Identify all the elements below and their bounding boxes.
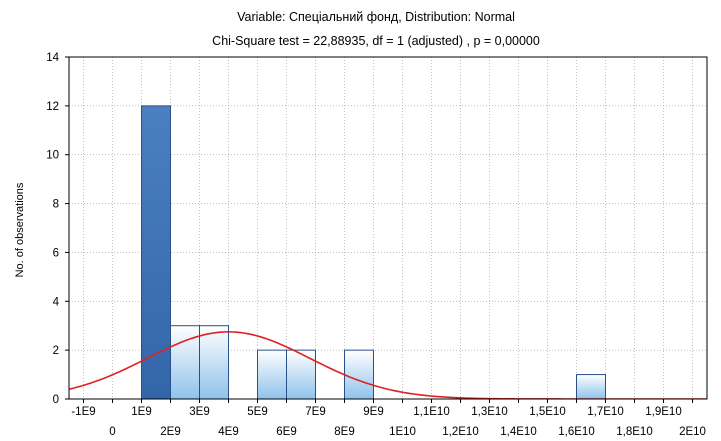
- x-tick-label: 2E9: [160, 426, 180, 438]
- chart-subtitle: Chi-Square test = 22,88935, df = 1 (adju…: [212, 34, 540, 48]
- histogram-bar: [141, 105, 171, 400]
- x-tick-label: 1,8E10: [616, 426, 652, 438]
- histogram-bar: [257, 349, 287, 400]
- x-tick-label: 6E9: [276, 426, 296, 438]
- y-tick-label: 12: [46, 101, 59, 113]
- x-tick-label: 1,3E10: [471, 406, 507, 418]
- normal-curve-layer: [69, 331, 707, 399]
- y-tick-label: 8: [53, 199, 59, 211]
- x-axis: -1E9 0 1E9 2E9 3E9 4E9 5E9 6E9 7E9 8E9 9E9 1E10 1,1E…: [71, 399, 706, 438]
- histogram-bar: [344, 349, 374, 400]
- x-tick-label: 1,2E10: [442, 426, 478, 438]
- x-tick-label: 1,6E10: [558, 426, 594, 438]
- y-tick-label: 10: [46, 150, 59, 162]
- histogram-bar: [576, 374, 606, 400]
- x-tick-label: 8E9: [334, 426, 354, 438]
- normal-curve: [69, 331, 707, 399]
- x-tick-label: 1,7E10: [587, 406, 623, 418]
- x-tick-label: 0: [109, 426, 115, 438]
- x-tick-label: 5E9: [247, 406, 267, 418]
- x-tick-label: 2E10: [679, 426, 706, 438]
- plot-frame: [68, 56, 708, 400]
- x-tick-label: 1,5E10: [529, 406, 565, 418]
- y-tick-label: 14: [46, 52, 59, 64]
- x-tick-label: 9E9: [363, 406, 383, 418]
- y-axis-label: No. of observations: [14, 182, 26, 277]
- x-tick-label: 1E10: [389, 426, 416, 438]
- y-axis: 0 2 4 6 8 10 12 14: [46, 52, 69, 406]
- x-tick-label: 4E9: [218, 426, 238, 438]
- x-tick-label: 1E9: [131, 406, 151, 418]
- x-tick-label: 1,4E10: [500, 426, 536, 438]
- x-tick-label: 1,9E10: [645, 406, 681, 418]
- y-tick-label: 0: [53, 394, 59, 406]
- x-tick-label: 7E9: [305, 406, 325, 418]
- chart-title: Variable: Спеціальний фонд, Distribution…: [237, 10, 515, 24]
- y-tick-label: 6: [53, 247, 59, 259]
- y-tick-label: 4: [53, 296, 60, 308]
- x-tick-label: 3E9: [189, 406, 209, 418]
- x-tick-label: -1E9: [71, 406, 95, 418]
- grid: [69, 57, 707, 399]
- histogram-bar: [286, 349, 316, 400]
- y-tick-label: 2: [53, 345, 59, 357]
- x-tick-label: 1,1E10: [413, 406, 449, 418]
- histogram-bar: [199, 325, 229, 400]
